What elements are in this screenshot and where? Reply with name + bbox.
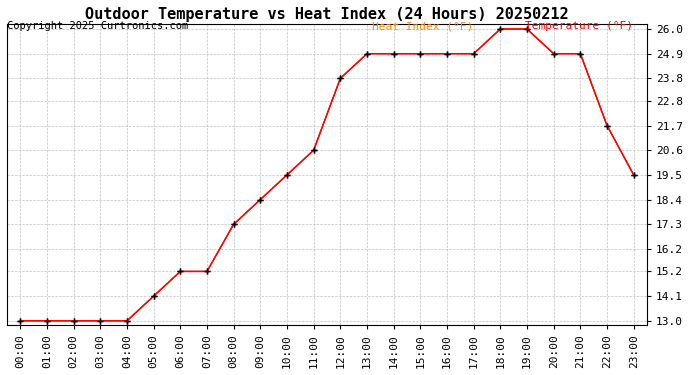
Text: Copyright 2025 Curtronics.com: Copyright 2025 Curtronics.com: [7, 21, 188, 32]
Text: Temperature (°F): Temperature (°F): [525, 21, 633, 32]
Text: Heat Index (°F): Heat Index (°F): [372, 21, 473, 32]
Title: Outdoor Temperature vs Heat Index (24 Hours) 20250212: Outdoor Temperature vs Heat Index (24 Ho…: [85, 7, 569, 22]
